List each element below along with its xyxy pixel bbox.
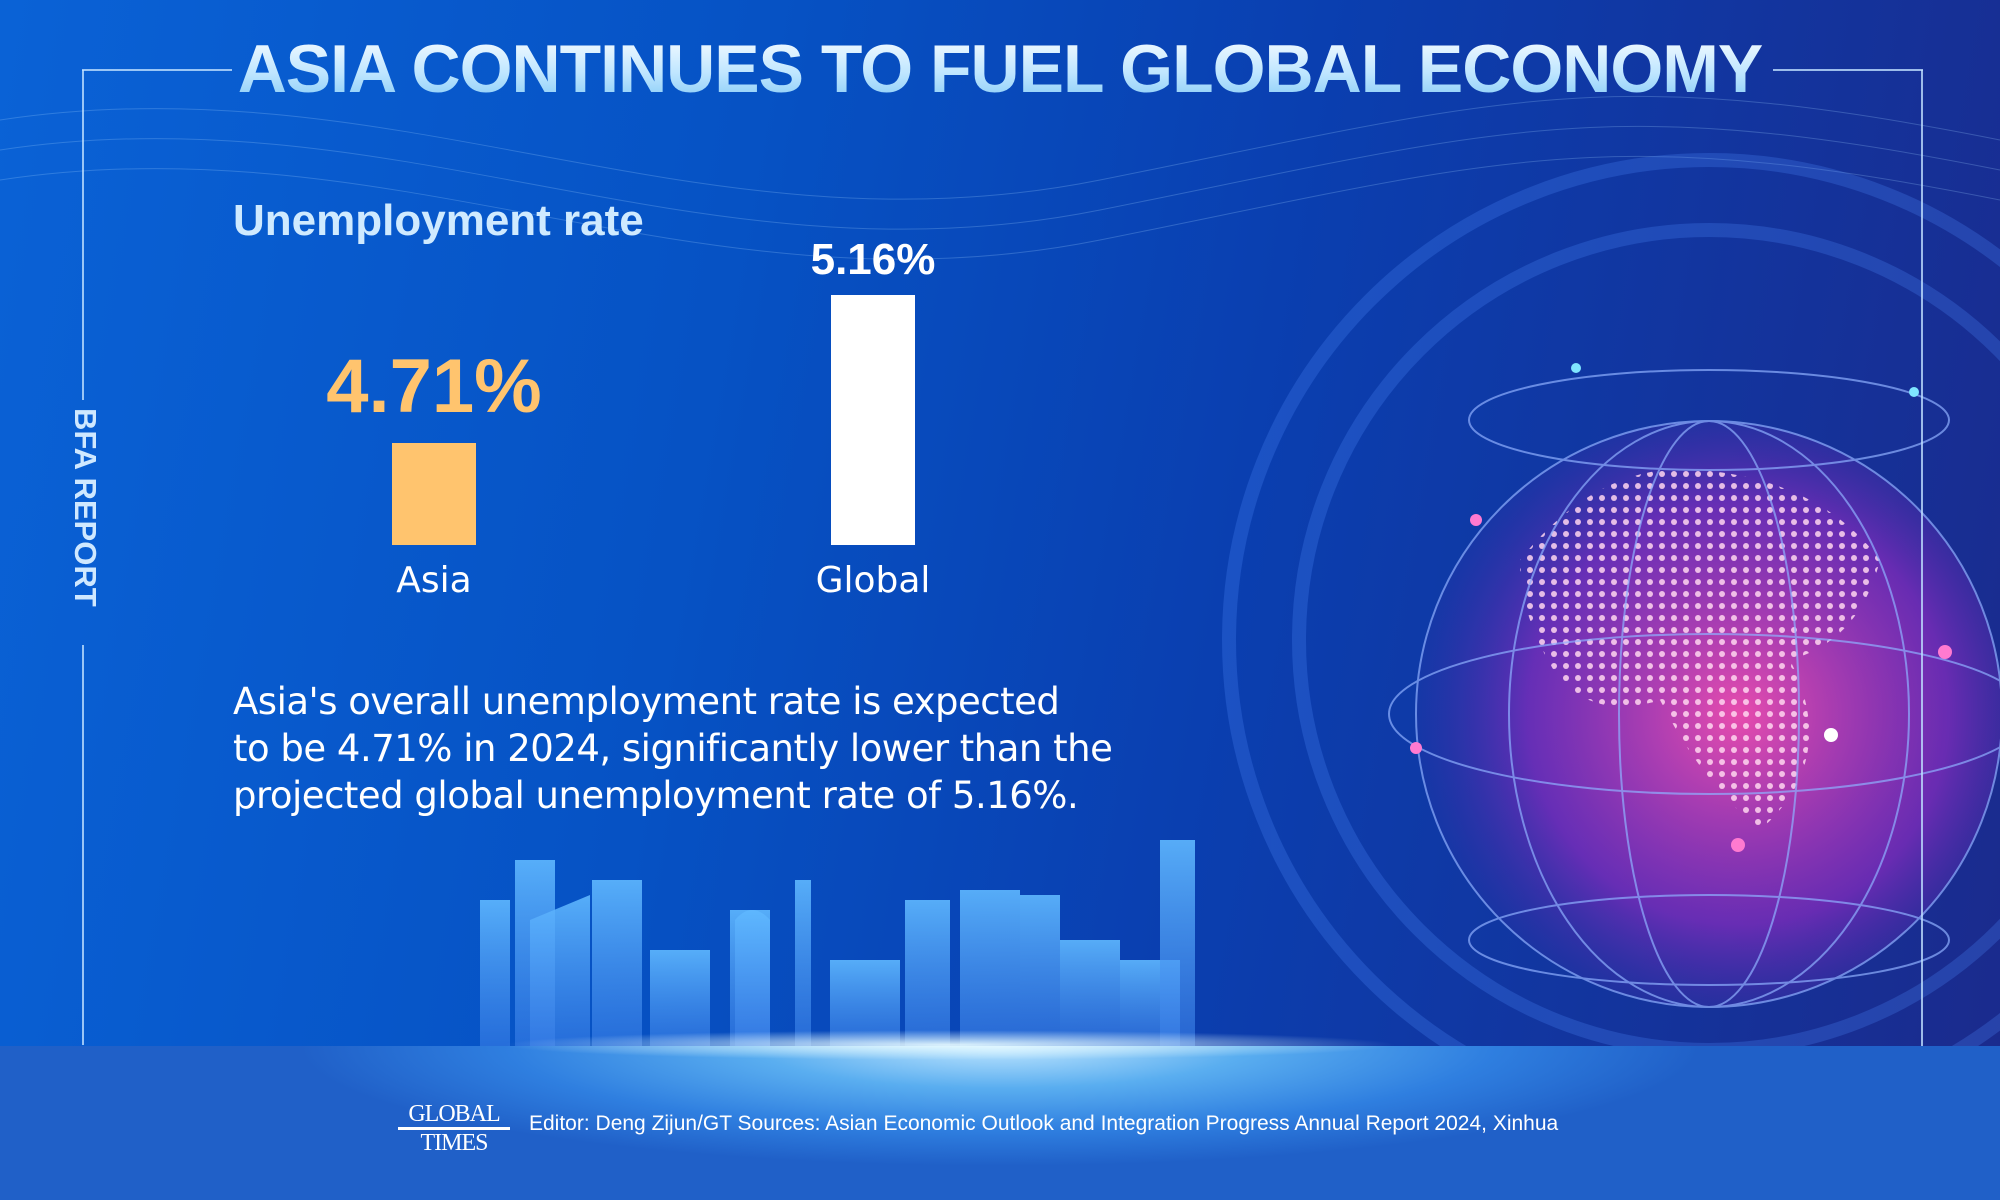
description-line: to be 4.71% in 2024, significantly lower… <box>233 727 1113 770</box>
frame-left-lower <box>82 645 84 1045</box>
category-label-asia: Asia <box>396 560 472 601</box>
wave-lines <box>0 95 2000 260</box>
value-label-global: 5.16% <box>810 234 936 284</box>
chart-title: Unemployment rate <box>233 196 644 245</box>
category-label-global: Global <box>815 560 931 601</box>
page-title: ASIA CONTINUES TO FUEL GLOBAL ECONOMY <box>0 30 2000 108</box>
city-skyline <box>480 840 1195 1046</box>
frame-right <box>1921 70 1923 1046</box>
description-line: projected global unemployment rate of 5.… <box>233 774 1079 817</box>
floor-glow <box>500 1030 1400 1060</box>
frame-left <box>82 70 84 400</box>
description: Asia's overall unemployment rate is expe… <box>233 678 1133 819</box>
bar-asia <box>392 443 476 545</box>
description-line: Asia's overall unemployment rate is expe… <box>233 680 1060 723</box>
credits: Editor: Deng Zijun/GT Sources: Asian Eco… <box>529 1112 1559 1135</box>
frame-top-left <box>82 69 232 71</box>
floor <box>0 1046 2000 1200</box>
side-label: BFA REPORT <box>68 408 103 607</box>
frame-top-right <box>1773 69 1923 71</box>
globe-icon <box>1388 363 2000 1008</box>
bar-global <box>831 295 915 545</box>
value-label-asia: 4.71% <box>326 344 542 430</box>
global-times-logo: GLOBAL TIMES <box>398 1102 510 1155</box>
